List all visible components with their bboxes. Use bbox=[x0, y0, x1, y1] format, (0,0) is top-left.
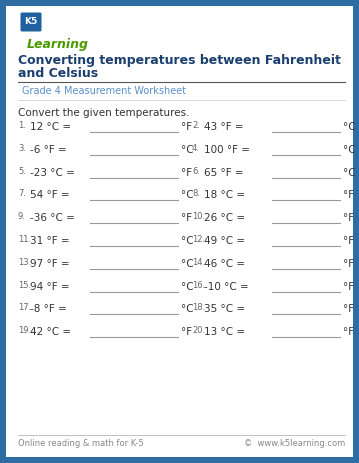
Text: 1.: 1. bbox=[18, 121, 26, 130]
Text: -10 °C =: -10 °C = bbox=[204, 282, 249, 292]
Text: 4.: 4. bbox=[192, 144, 200, 153]
Text: 13 °C =: 13 °C = bbox=[204, 327, 245, 337]
Text: 54 °F =: 54 °F = bbox=[30, 190, 70, 200]
FancyBboxPatch shape bbox=[20, 13, 42, 31]
Text: 7.: 7. bbox=[18, 189, 26, 199]
Text: 18.: 18. bbox=[192, 303, 205, 313]
Text: K5: K5 bbox=[24, 18, 38, 26]
Text: °C: °C bbox=[343, 168, 356, 178]
Text: 12 °C =: 12 °C = bbox=[30, 122, 71, 132]
Text: 18 °C =: 18 °C = bbox=[204, 190, 245, 200]
Text: 11.: 11. bbox=[18, 235, 31, 244]
Text: -6 °F =: -6 °F = bbox=[30, 145, 67, 155]
Text: 46 °C =: 46 °C = bbox=[204, 259, 245, 269]
Text: 100 °F =: 100 °F = bbox=[204, 145, 250, 155]
Text: 10.: 10. bbox=[192, 212, 205, 221]
Text: 19.: 19. bbox=[18, 326, 31, 335]
Text: 15.: 15. bbox=[18, 281, 31, 289]
Text: 14.: 14. bbox=[192, 258, 205, 267]
Text: °F: °F bbox=[181, 213, 192, 223]
Text: 6.: 6. bbox=[192, 167, 200, 175]
Text: 17.: 17. bbox=[18, 303, 31, 313]
Text: °F: °F bbox=[343, 282, 354, 292]
Text: °F: °F bbox=[181, 122, 192, 132]
Text: -23 °C =: -23 °C = bbox=[30, 168, 75, 178]
Text: 43 °F =: 43 °F = bbox=[204, 122, 244, 132]
Text: 8.: 8. bbox=[192, 189, 200, 199]
Text: °C: °C bbox=[181, 259, 194, 269]
Text: °F: °F bbox=[181, 327, 192, 337]
Text: -36 °C =: -36 °C = bbox=[30, 213, 75, 223]
Text: 42 °C =: 42 °C = bbox=[30, 327, 71, 337]
Text: °F: °F bbox=[343, 236, 354, 246]
Text: Converting temperatures between Fahrenheit: Converting temperatures between Fahrenhe… bbox=[18, 54, 341, 67]
Text: 97 °F =: 97 °F = bbox=[30, 259, 70, 269]
Text: °C: °C bbox=[343, 145, 356, 155]
Text: °C: °C bbox=[181, 236, 194, 246]
Text: °F: °F bbox=[343, 327, 354, 337]
Text: 31 °F =: 31 °F = bbox=[30, 236, 70, 246]
Text: Convert the given temperatures.: Convert the given temperatures. bbox=[18, 108, 190, 118]
Text: 12.: 12. bbox=[192, 235, 205, 244]
Text: Learning: Learning bbox=[27, 38, 89, 51]
Text: 5.: 5. bbox=[18, 167, 26, 175]
Text: 2.: 2. bbox=[192, 121, 200, 130]
Text: 65 °F =: 65 °F = bbox=[204, 168, 244, 178]
Text: 20.: 20. bbox=[192, 326, 205, 335]
Text: 13.: 13. bbox=[18, 258, 31, 267]
Text: ©  www.k5learning.com: © www.k5learning.com bbox=[244, 439, 345, 448]
Text: 16.: 16. bbox=[192, 281, 205, 289]
Text: -8 °F =: -8 °F = bbox=[30, 304, 67, 314]
Text: °C: °C bbox=[181, 145, 194, 155]
Text: °F: °F bbox=[181, 168, 192, 178]
Text: 3.: 3. bbox=[18, 144, 26, 153]
Text: °F: °F bbox=[343, 213, 354, 223]
Text: Grade 4 Measurement Worksheet: Grade 4 Measurement Worksheet bbox=[22, 86, 186, 96]
Text: 35 °C =: 35 °C = bbox=[204, 304, 245, 314]
Text: °F: °F bbox=[343, 259, 354, 269]
Text: °F: °F bbox=[343, 304, 354, 314]
Text: 26 °C =: 26 °C = bbox=[204, 213, 245, 223]
Text: 94 °F =: 94 °F = bbox=[30, 282, 70, 292]
Text: Online reading & math for K-5: Online reading & math for K-5 bbox=[18, 439, 144, 448]
Text: 49 °C =: 49 °C = bbox=[204, 236, 245, 246]
Text: °F: °F bbox=[343, 190, 354, 200]
Text: and Celsius: and Celsius bbox=[18, 67, 98, 80]
Text: 9.: 9. bbox=[18, 212, 26, 221]
Text: °C: °C bbox=[343, 122, 356, 132]
Text: °C: °C bbox=[181, 304, 194, 314]
Text: °C: °C bbox=[181, 190, 194, 200]
Text: °C: °C bbox=[181, 282, 194, 292]
